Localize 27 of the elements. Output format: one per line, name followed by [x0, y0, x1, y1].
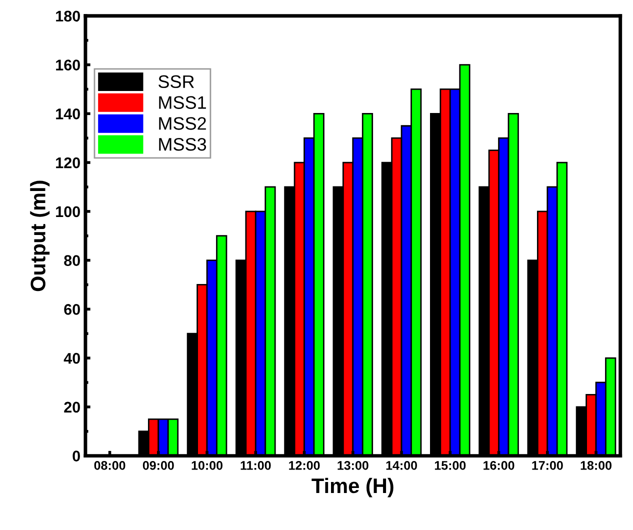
x-tick-label: 09:00: [142, 460, 174, 470]
x-tick-label: 10:00: [192, 460, 222, 470]
x-tick-label: 13:00: [338, 460, 368, 470]
y-tick-label: 60: [64, 304, 80, 315]
x-axis-title: Time (H): [312, 478, 394, 498]
y-tick-label: 180: [56, 10, 80, 22]
x-tick-label: 14:00: [386, 460, 417, 470]
x-tick-label: 08:00: [94, 460, 126, 470]
y-tick-label: 140: [56, 108, 80, 120]
x-tick-label: 18:00: [580, 460, 612, 470]
x-tick-label: 11:00: [240, 460, 271, 470]
legend-label: MSS1: [159, 96, 206, 109]
y-tick-label: 160: [56, 60, 80, 70]
legend-label: MSS2: [159, 117, 206, 130]
y-tick-label: 120: [56, 157, 80, 168]
x-tick-label: 17:00: [532, 460, 563, 470]
x-tick-label: 16:00: [484, 460, 514, 470]
y-tick-label: 0: [72, 450, 80, 462]
y-tick-label: 100: [56, 206, 80, 218]
legend-label: MSS3: [159, 138, 206, 151]
x-tick-label: 15:00: [434, 460, 466, 470]
y-tick-label: 80: [64, 255, 80, 266]
y-tick-label: 40: [64, 352, 80, 364]
y-axis-title: Output (ml): [30, 180, 50, 292]
x-tick-label: 12:00: [289, 460, 320, 470]
legend-label: SSR: [158, 75, 194, 88]
y-tick-label: 20: [64, 402, 80, 413]
